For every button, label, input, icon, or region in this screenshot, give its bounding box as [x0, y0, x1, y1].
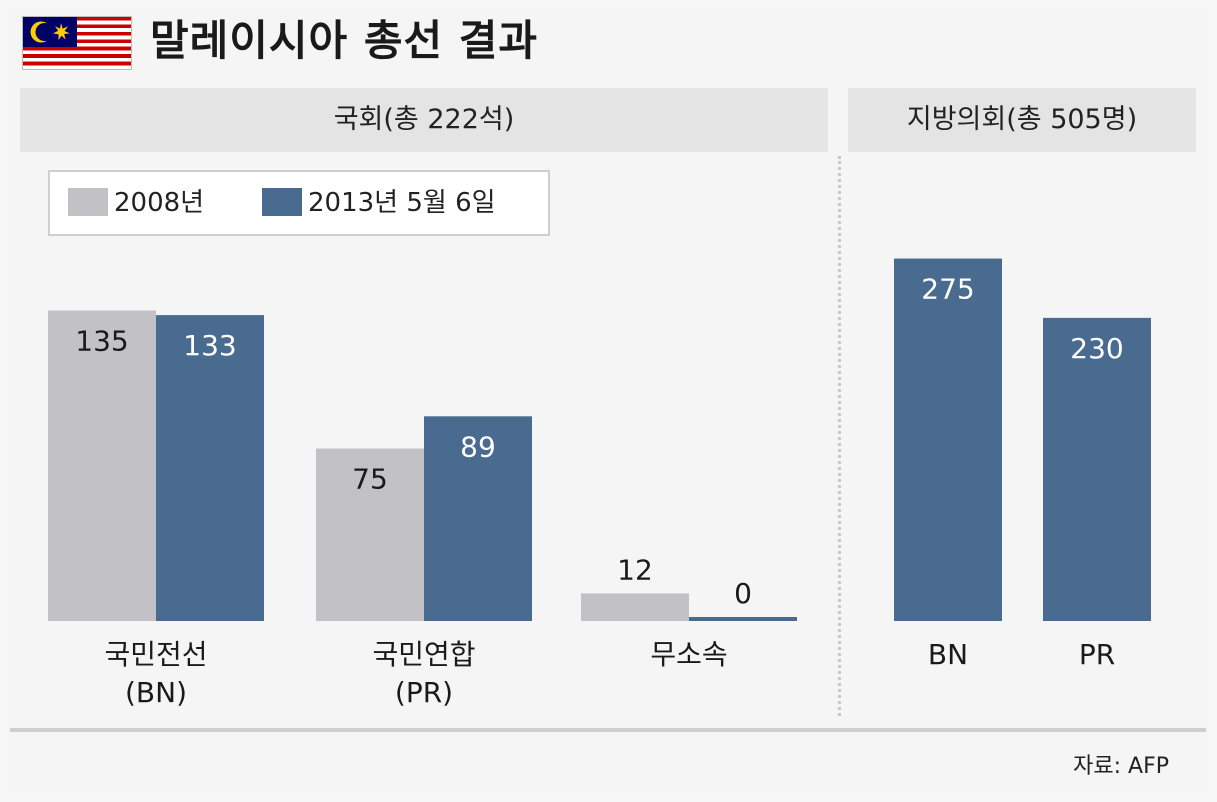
legend: 2008년 2013년 5월 6일: [48, 170, 550, 236]
bar-value-label-0-0: 135: [75, 325, 128, 358]
legend-item-2013: 2013년 5월 6일: [262, 172, 496, 234]
bar-1-1: [424, 416, 532, 621]
bar-2-0: [581, 593, 689, 621]
parliament-panel-title: 국회(총 222석): [20, 88, 828, 152]
bar-1-0: [316, 448, 424, 621]
legend-swatch-2008: [68, 187, 108, 216]
state-bar-value-label-1: 230: [1070, 332, 1123, 365]
category-label-0-0: 국민전선: [104, 638, 207, 671]
state-bar-1: [1043, 317, 1151, 621]
bar-value-label-0-1: 133: [183, 329, 236, 362]
bar-2-1: [689, 617, 797, 621]
page-title: 말레이시아 총선 결과: [150, 16, 539, 65]
footer-rule: [10, 728, 1206, 732]
malaysia-flag-icon: [22, 16, 132, 70]
category-label-2-0: 무소속: [650, 638, 727, 671]
bar-0-0: [48, 310, 156, 621]
legend-item-2008: 2008년: [68, 172, 204, 234]
state-bar-0: [894, 258, 1002, 621]
state-bar-value-label-0: 275: [921, 273, 974, 306]
state-category-label-0: BN: [928, 638, 968, 671]
bar-value-label-2-0: 12: [617, 553, 653, 586]
category-label-1-1: (PR): [395, 676, 453, 709]
panel-divider: [838, 156, 841, 716]
legend-label-2008: 2008년: [114, 188, 205, 218]
legend-swatch-2013: [262, 187, 302, 216]
source-label: 자료: AFP: [1073, 754, 1169, 779]
state-category-label-1: PR: [1079, 638, 1115, 671]
bar-value-label-1-0: 75: [352, 463, 388, 496]
bar-value-label-2-1: 0: [734, 577, 752, 610]
category-label-1-0: 국민연합: [372, 638, 475, 671]
category-label-0-1: (BN): [125, 676, 187, 709]
bar-value-label-1-1: 89: [460, 430, 496, 463]
bar-0-1: [156, 315, 264, 621]
state-assembly-panel-title: 지방의회(총 505명): [848, 88, 1196, 152]
legend-label-2013: 2013년 5월 6일: [308, 188, 496, 218]
